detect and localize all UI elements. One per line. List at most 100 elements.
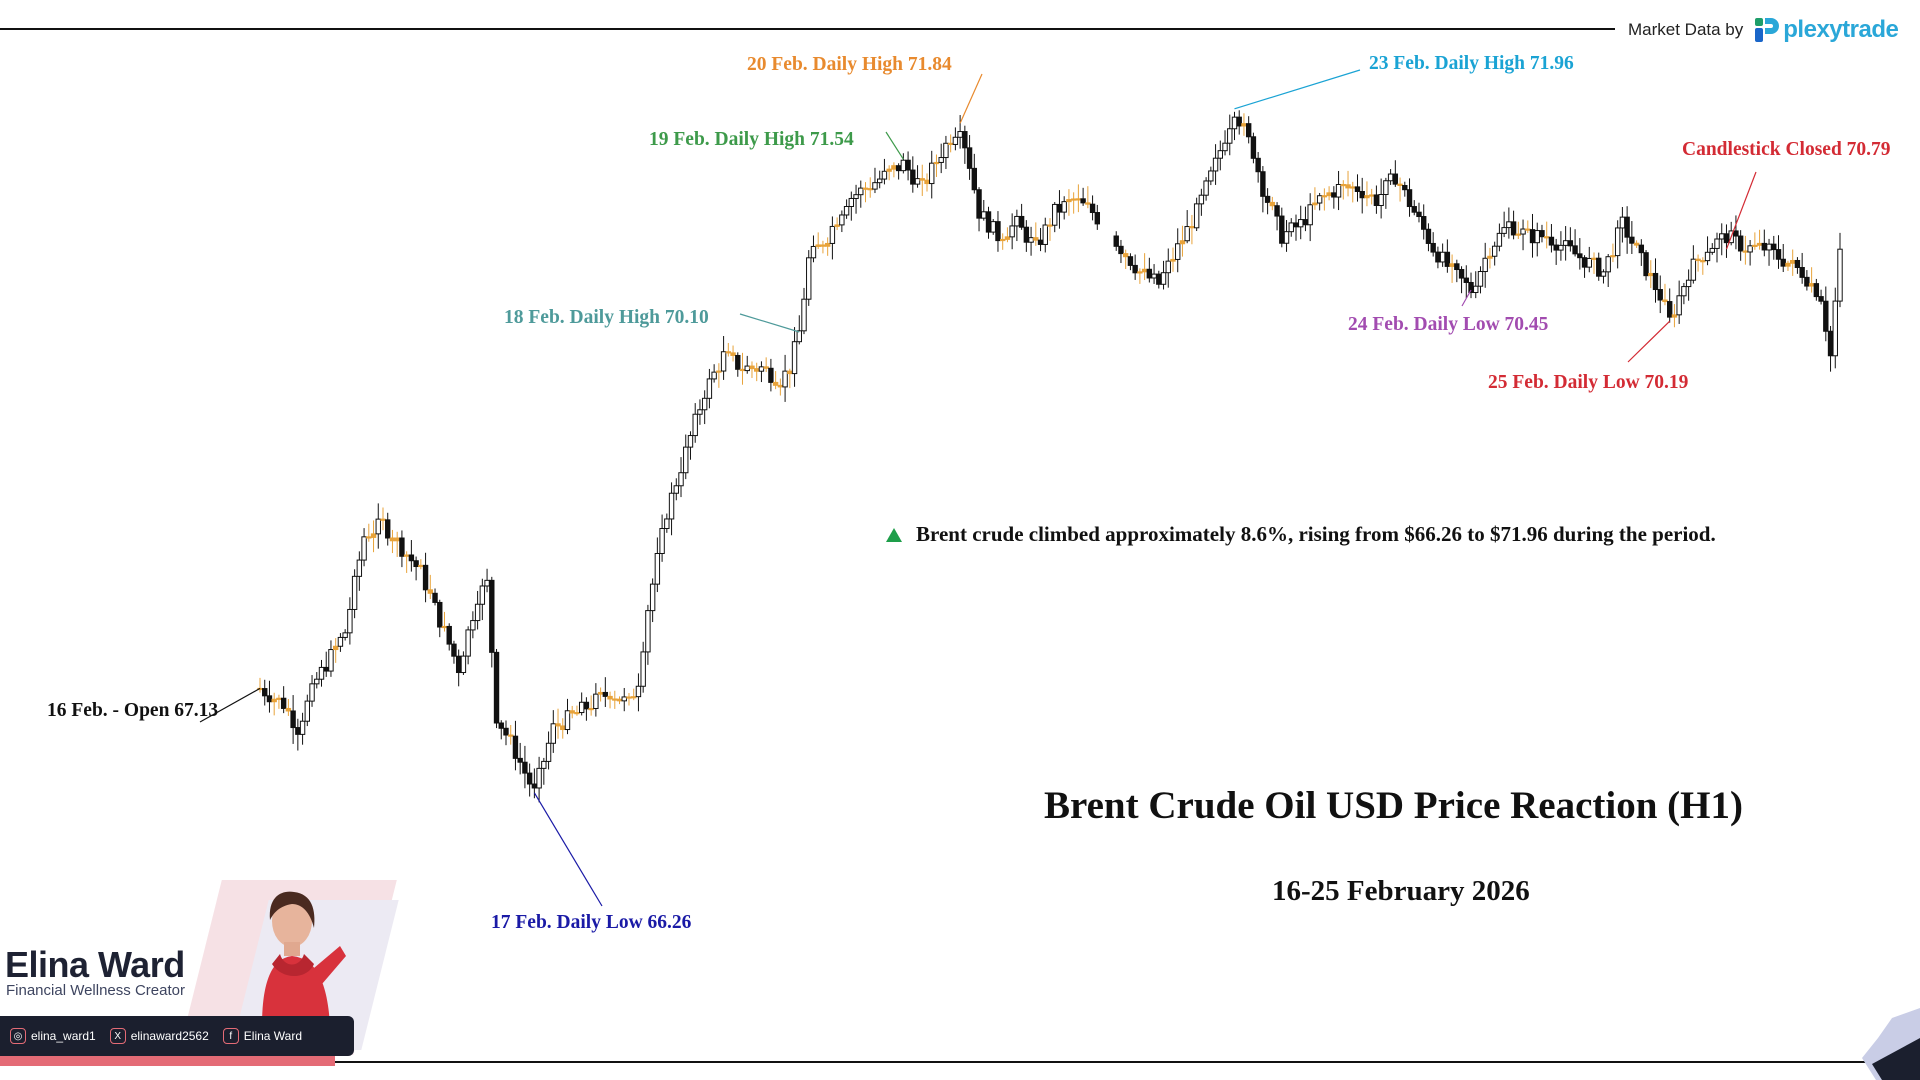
candle-body [1435, 251, 1441, 263]
candle-body [1283, 231, 1290, 244]
candle-body [323, 666, 329, 672]
candle-body [1141, 268, 1148, 273]
candle-body [678, 472, 684, 487]
candle-body [1127, 256, 1134, 266]
candle-body [1208, 170, 1214, 182]
annotation-low-24feb: 24 Feb. Daily Low 70.45 [1348, 314, 1549, 335]
candle-body [843, 206, 850, 216]
candle-body [943, 142, 949, 159]
candle-body [626, 696, 632, 699]
candle-body [985, 211, 992, 233]
candle-body [351, 575, 358, 610]
candle-body [1643, 252, 1649, 277]
candle-body [304, 700, 311, 722]
performance-note: Brent crude climbed approximately 8.6%, … [886, 522, 1716, 547]
annotation-leader-line [959, 73, 983, 124]
candle-body [593, 693, 599, 709]
plexytrade-logo[interactable]: plexytrade [1753, 16, 1899, 44]
candle-body [924, 179, 930, 185]
candle-body [512, 735, 519, 759]
candle-body [1657, 289, 1663, 301]
creator-card: Elina Ward Financial Wellness Creator ◎ … [0, 870, 399, 1080]
candle-body [1823, 300, 1829, 332]
candle-body [697, 409, 703, 415]
candle-body [1184, 226, 1190, 242]
candle-body [299, 720, 306, 735]
candle-body [295, 727, 301, 735]
candle-body [342, 632, 348, 638]
candle-body [446, 625, 452, 645]
candle-body [451, 643, 457, 657]
candle-body [1331, 192, 1337, 198]
candle-body [493, 651, 500, 724]
candle-body [744, 365, 750, 372]
social-facebook[interactable]: f Elina Ward [222, 1028, 302, 1044]
candle-body [1747, 245, 1753, 253]
candle-body [380, 518, 386, 521]
candle-body [971, 167, 978, 191]
candle-body [867, 188, 873, 191]
candle-body [1430, 242, 1436, 253]
candle-body [1577, 253, 1583, 259]
candle-body [919, 178, 925, 181]
candle-body [1151, 273, 1157, 279]
candle-body [1752, 244, 1758, 247]
candle-body [1496, 232, 1503, 247]
candle-body [886, 168, 892, 172]
candle-body [1212, 157, 1219, 172]
social-x[interactable]: X elinaward2562 [109, 1028, 209, 1044]
candle-body [1085, 202, 1091, 205]
candle-body [1785, 262, 1791, 267]
candle-body [853, 194, 859, 199]
candle-body [1685, 279, 1692, 288]
top-rule [0, 28, 1615, 30]
candle-body [1392, 173, 1399, 185]
candle-body [1477, 271, 1484, 287]
candle-body [347, 608, 353, 634]
candle-body [408, 554, 415, 562]
candle-body [1610, 255, 1616, 258]
candle-body [1014, 215, 1020, 227]
candle-body [1274, 205, 1280, 217]
candle-body [1047, 224, 1053, 227]
candle-body [366, 536, 372, 539]
candle-body [290, 710, 296, 729]
candle-body [1402, 185, 1408, 191]
candle-body [692, 413, 698, 437]
candle-body [1808, 283, 1815, 287]
candle-body [621, 696, 627, 702]
candle-body [1425, 228, 1432, 244]
candle-body [763, 366, 769, 369]
annotation-high-23feb: 23 Feb. Daily High 71.96 [1369, 53, 1574, 74]
candle-body [1837, 248, 1843, 302]
candle-body [796, 330, 802, 343]
candle-body [1222, 142, 1228, 152]
candle-body [1080, 198, 1086, 204]
candle-body [1070, 198, 1077, 201]
social-instagram[interactable]: ◎ elina_ward1 [10, 1028, 96, 1044]
corner-decoration-icon [1862, 1008, 1920, 1080]
candle-body [900, 159, 907, 172]
candle-body [318, 666, 325, 680]
candle-body [933, 161, 940, 165]
candle-body [1534, 230, 1540, 244]
candle-body [314, 678, 320, 685]
candle-body [1714, 238, 1720, 249]
candles-group [257, 110, 1843, 803]
candle-body [1695, 258, 1701, 262]
annotation-leaders-group [199, 69, 1757, 907]
candle-body [1354, 186, 1361, 192]
candle-body [1316, 195, 1323, 204]
candle-body [791, 341, 798, 375]
candle-body [1359, 190, 1365, 199]
x-icon: X [109, 1028, 126, 1044]
candle-body [1198, 194, 1205, 205]
candle-body [1633, 242, 1640, 246]
candle-body [1397, 183, 1403, 187]
candle-body [432, 592, 438, 603]
candle-body [1700, 260, 1706, 263]
candle-body [1832, 300, 1838, 357]
candle-body [1501, 227, 1507, 234]
candle-body [1411, 206, 1417, 213]
candle-body [1624, 216, 1630, 238]
